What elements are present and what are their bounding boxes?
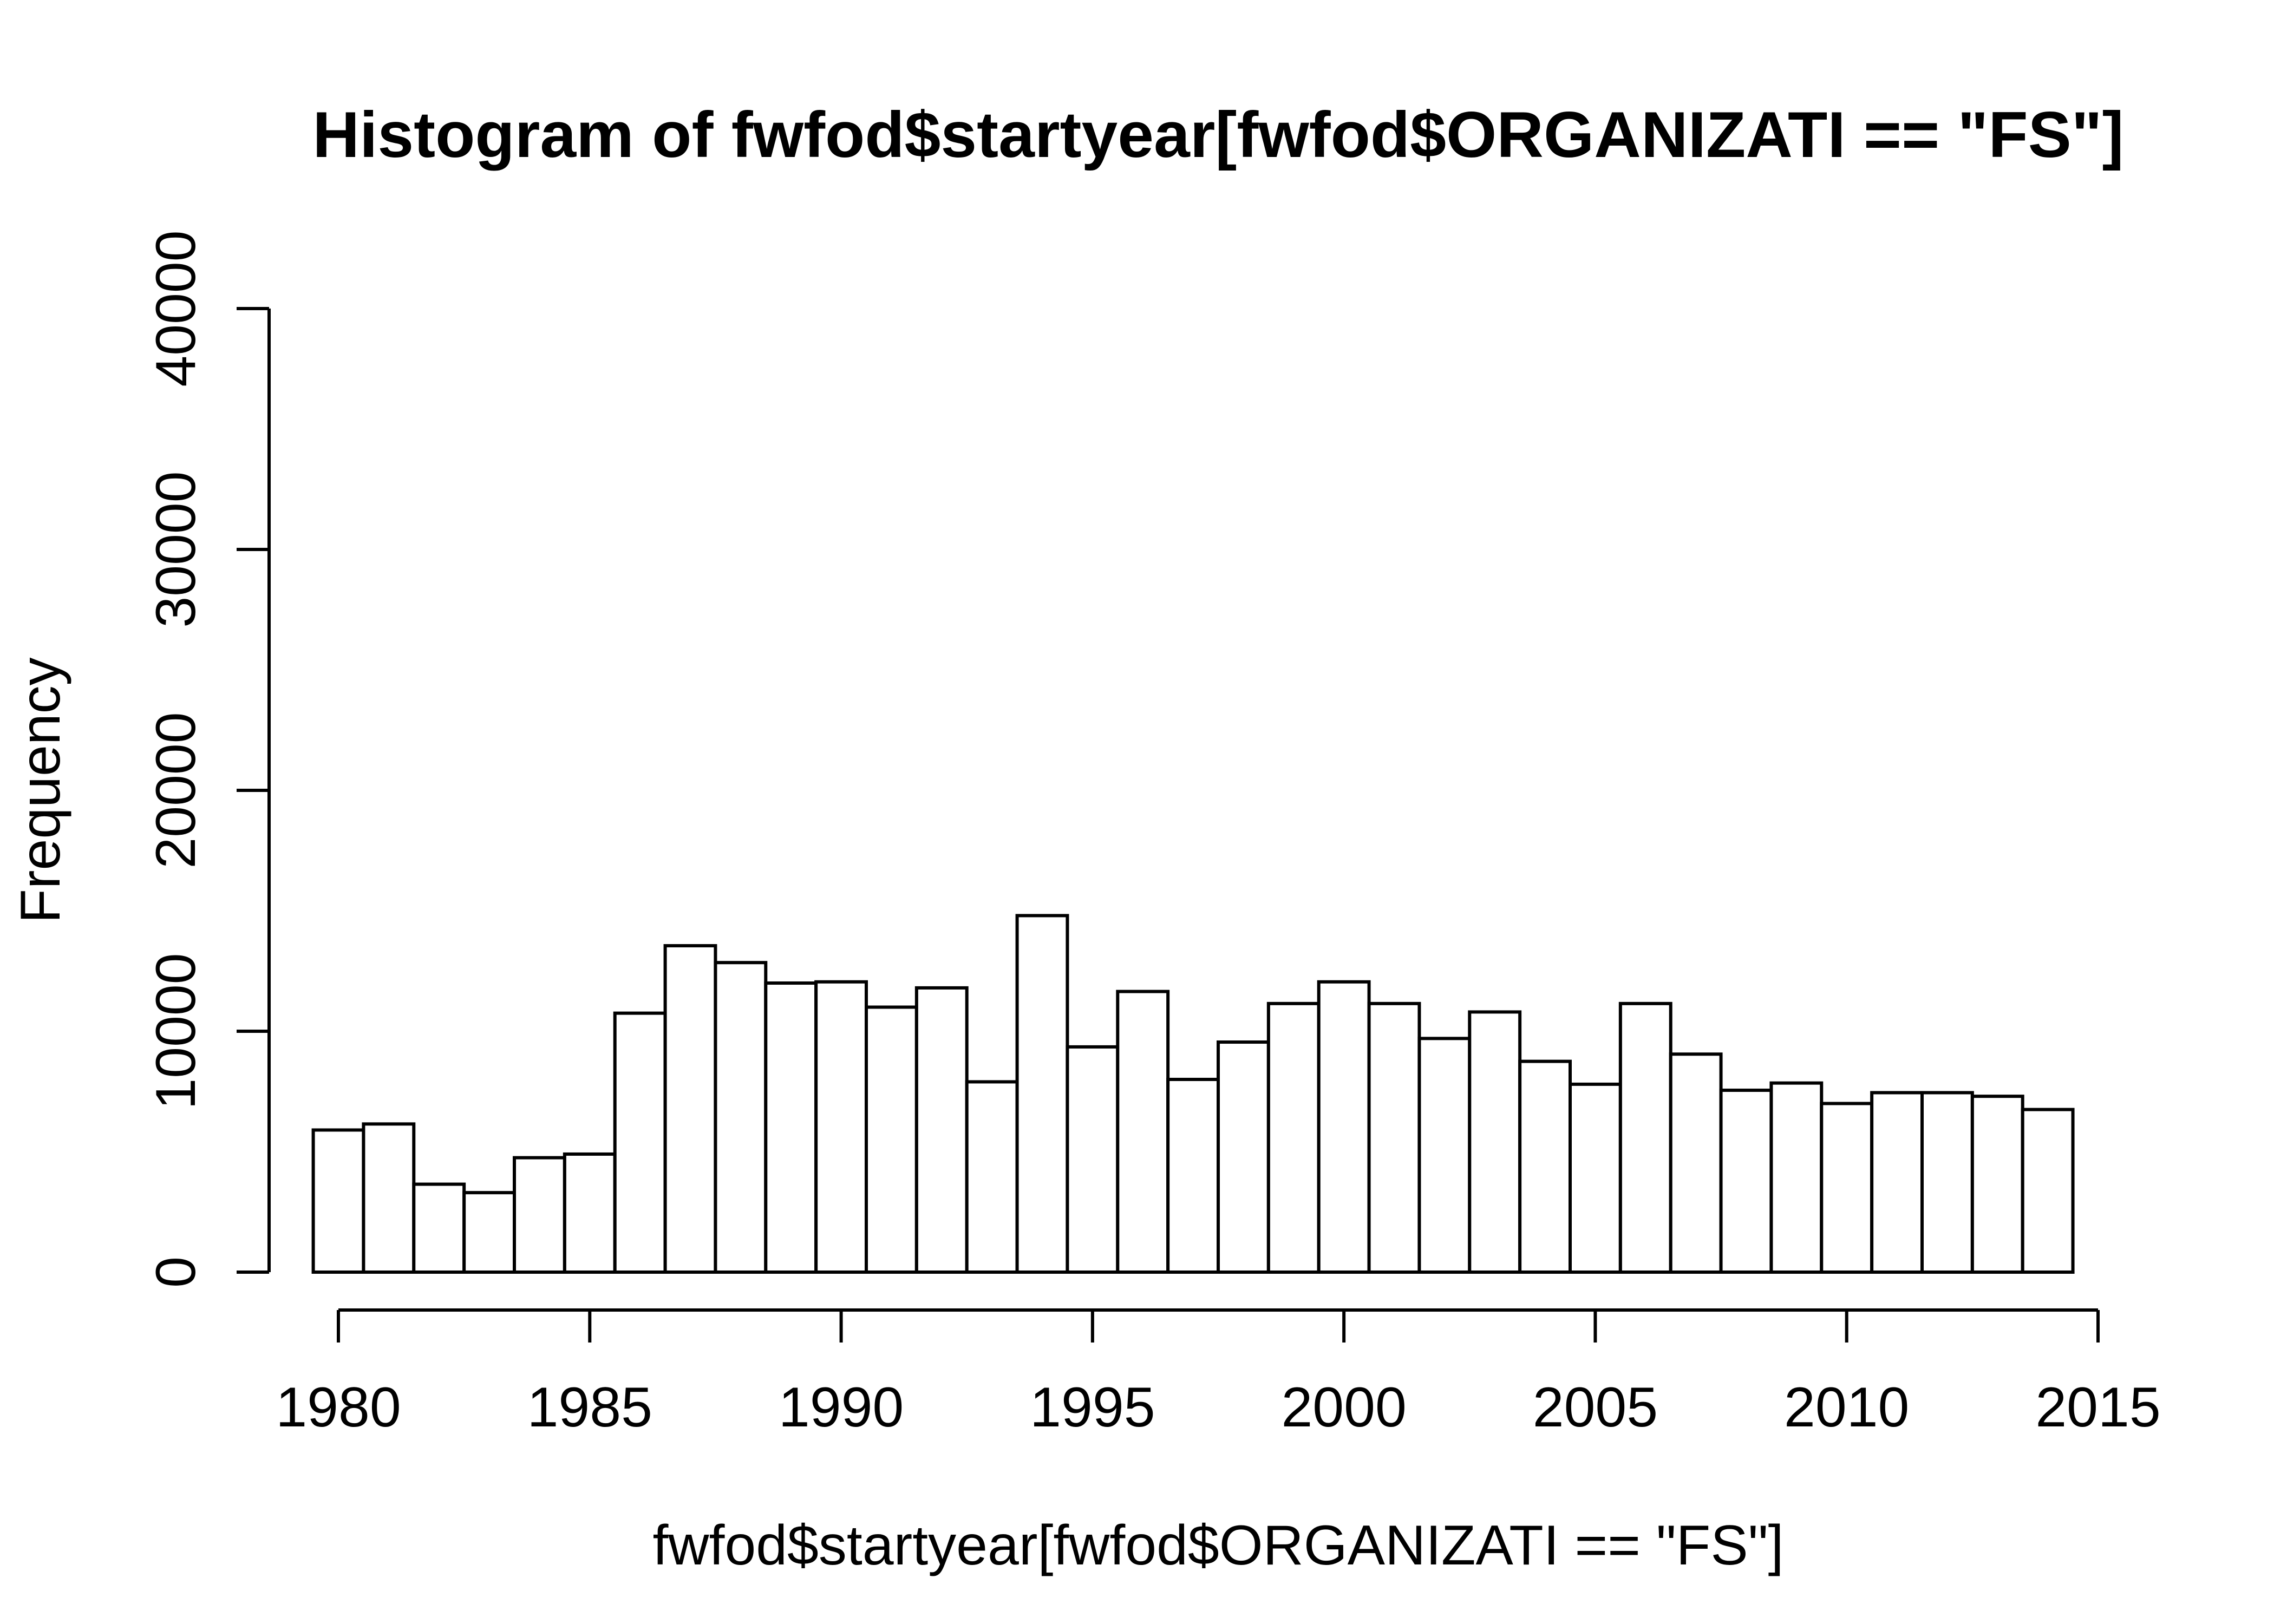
- x-axis-label: fwfod$startyear[fwfod$ORGANIZATI == "FS"…: [652, 1514, 1783, 1577]
- histogram-bar: [914, 986, 969, 1274]
- histogram-bar: [1920, 1091, 1974, 1274]
- histogram-bar: [764, 981, 818, 1274]
- histogram-bar: [1015, 914, 1069, 1274]
- histogram-bar: [462, 1191, 517, 1274]
- y-axis-label: Frequency: [9, 657, 72, 923]
- histogram-bar: [1618, 1001, 1672, 1274]
- y-tick-label: 10000: [145, 953, 207, 1109]
- histogram-bar: [1970, 1095, 2024, 1274]
- chart-title: Histogram of fwfod$startyear[fwfod$ORGAN…: [312, 99, 2123, 171]
- x-axis: 1980 1985 1990 1995 2000 2005 2010 2015: [276, 1308, 2161, 1439]
- x-tick-label: 2000: [1281, 1376, 1406, 1439]
- histogram-bar: [1820, 1102, 1874, 1274]
- histogram-bar: [1518, 1059, 1572, 1274]
- y-tick-label: 40000: [145, 230, 207, 387]
- histogram-bar: [1669, 1052, 1723, 1274]
- x-tick-label: 1985: [527, 1376, 652, 1439]
- histogram-bar: [563, 1152, 617, 1274]
- histogram-bar: [1066, 1045, 1120, 1274]
- histogram-bar: [1266, 1001, 1321, 1274]
- histogram-bar: [814, 980, 868, 1274]
- histogram-bar: [714, 961, 768, 1274]
- x-tick-label: 1980: [276, 1376, 401, 1439]
- histogram-bar: [2021, 1108, 2075, 1274]
- histogram-bar: [865, 1005, 918, 1274]
- histogram-bar: [311, 1128, 365, 1274]
- x-tick-label: 2010: [1784, 1376, 1909, 1439]
- histogram-bar: [1367, 1001, 1421, 1274]
- histogram-bar: [1569, 1082, 1622, 1274]
- x-tick-label: 2005: [1533, 1376, 1658, 1439]
- y-tick-label: 30000: [145, 471, 207, 627]
- histogram-bar: [1719, 1089, 1773, 1274]
- histogram-bar: [613, 1011, 667, 1274]
- histogram-bar: [412, 1182, 466, 1274]
- y-tick-label: 20000: [145, 712, 207, 868]
- histogram-bar: [362, 1122, 416, 1274]
- histogram-bars: [311, 914, 2075, 1274]
- histogram-bar: [1317, 980, 1371, 1274]
- y-tick-label: 0: [145, 1256, 207, 1288]
- y-axis: 0 10000 20000 30000 40000: [145, 230, 271, 1288]
- histogram-bar: [1166, 1078, 1220, 1274]
- x-tick-label: 1995: [1030, 1376, 1155, 1439]
- histogram-bar: [1217, 1040, 1270, 1274]
- histogram-bar: [513, 1156, 566, 1274]
- histogram-bar: [663, 944, 717, 1274]
- histogram-bar: [1870, 1091, 1924, 1274]
- histogram-bar: [1468, 1010, 1522, 1274]
- x-tick-label: 2015: [2035, 1376, 2160, 1439]
- histogram-bar: [1417, 1037, 1472, 1274]
- x-tick-label: 1990: [779, 1376, 904, 1439]
- histogram-bar: [965, 1080, 1019, 1274]
- histogram-bar: [1769, 1081, 1824, 1274]
- histogram-bar: [1116, 990, 1170, 1274]
